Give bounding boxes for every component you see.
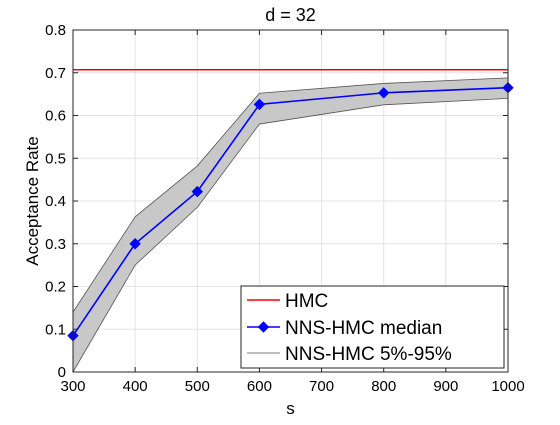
y-tick-label: 0.8 [45, 22, 66, 39]
y-tick-label: 0.7 [45, 65, 66, 82]
x-tick-label: 900 [433, 378, 458, 395]
legend-box [240, 285, 505, 369]
x-axis-label: s [286, 399, 295, 418]
median-point [378, 87, 390, 99]
median-point [129, 238, 141, 250]
band-layer [72, 77, 509, 373]
y-tick-label: 0.1 [45, 321, 66, 338]
y-tick-label: 0.3 [45, 236, 66, 253]
label-layer: d = 32 s Acceptance Rate [23, 5, 316, 418]
x-tick-label: 400 [123, 378, 148, 395]
median-point [191, 185, 203, 198]
legend-swatch-median-marker [257, 321, 270, 333]
median-line [72, 86, 509, 337]
median-point [253, 98, 266, 111]
band-upper-edge [72, 77, 509, 313]
x-tick-label: 700 [309, 378, 334, 395]
chart-title: d = 32 [265, 5, 316, 25]
legend-label: NNS-HMC median [285, 318, 442, 339]
x-tick-label: 300 [60, 378, 85, 395]
legend-label: HMC [285, 291, 328, 312]
legend-label: NNS-HMC 5%-95% [285, 344, 452, 365]
band-lower-edge [72, 98, 509, 373]
x-tick-label: 600 [247, 378, 272, 395]
tick-layer: 300 400 500 600 700 800 900 1000 0 0.1 0.2 0.3 0.4 0.… [45, 22, 525, 395]
y-tick-label: 0.4 [45, 193, 66, 210]
x-tick-label: 800 [371, 378, 396, 395]
y-axis-label: Acceptance Rate [23, 136, 42, 265]
y-tick-label: 0.5 [45, 150, 66, 167]
y-tick-label: 0 [58, 364, 66, 381]
legend: HMC NNS-HMC median NNS-HMC 5%-95% [240, 285, 505, 369]
y-tick-label: 0.2 [45, 279, 66, 296]
band-area [73, 77, 508, 372]
x-tick-label: 1000 [491, 378, 524, 395]
line-layer [72, 86, 509, 337]
y-tick-label: 0.6 [45, 108, 66, 125]
x-tick-label: 500 [185, 378, 210, 395]
